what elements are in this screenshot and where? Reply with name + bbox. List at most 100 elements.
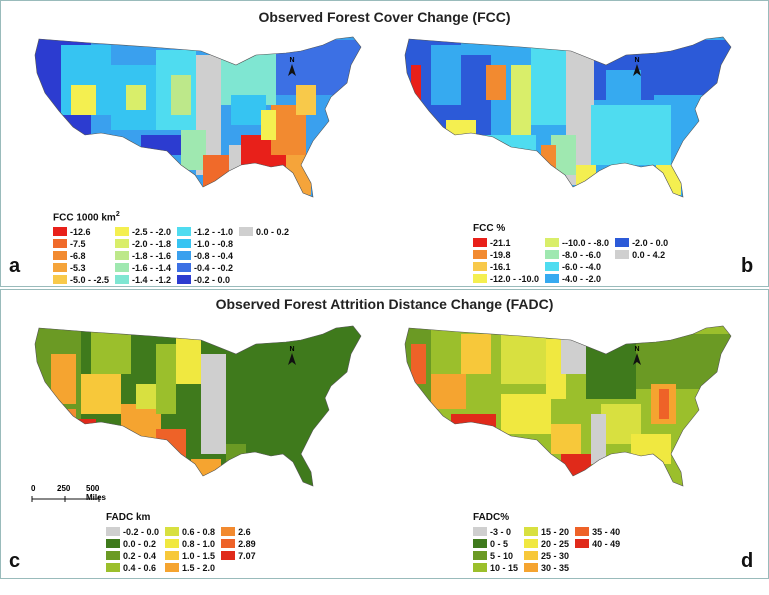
legend-swatch [177,251,192,261]
legend-label: -21.1 [490,237,511,248]
legend-swatch [473,539,487,548]
legend-label: -5.3 [70,262,86,273]
legend-swatch [221,527,236,536]
legend-label: 1.5 - 2.0 [182,562,216,573]
legend-item: -5.3 [53,262,109,273]
legend-swatch [545,238,560,247]
legend-label: -6.0 - -4.0 [562,261,602,272]
legend-swatch [575,527,590,536]
scale-label-250: 250 [57,484,71,493]
legend-item: 2.89 [221,538,256,549]
legend-swatch [473,274,487,283]
legend-label: 20 - 25 [541,538,570,549]
legend-swatch [106,527,120,536]
legend-item: 0.4 - 0.6 [106,562,159,573]
legend-swatch [115,275,130,285]
legend-item: -2.0 - -1.8 [115,238,171,249]
legend-swatch [615,250,630,259]
legend-item: -6.0 - -4.0 [545,261,609,272]
legend-label: 0.8 - 1.0 [182,538,216,549]
map-fcc-percent [404,36,732,198]
legend-label: -16.1 [490,261,511,272]
legend-item: 1.0 - 1.5 [165,550,215,561]
legend-swatch [177,275,192,285]
legend-item: -7.5 [53,238,109,249]
legend-b-items: -21.1 -19.8 -16.1 -12.0 - -10.0 --10.0 - -8.… [473,237,668,284]
legend-label: 0.6 - 0.8 [182,526,216,537]
legend-swatch [575,539,590,548]
legend-a-superscript: 2 [115,211,120,218]
legend-label: -3 - 0 [490,526,512,537]
legend-item: 0.2 - 0.4 [106,550,159,561]
map-fadc-percent [404,325,732,487]
legend-c: FADC km -0.2 - 0.0 0.0 - 0.2 0.2 - 0.4 0.4 … [106,512,256,573]
legend-item: -12.0 - -10.0 [473,273,539,284]
legend-label: -1.2 - -1.0 [194,226,234,237]
legend-item: 20 - 25 [524,538,569,549]
north-arrow: N [631,346,643,365]
legend-item: -4.0 - -2.0 [545,273,609,284]
legend-item: 0.0 - 0.2 [106,538,159,549]
legend-label: 0.0 - 4.2 [632,249,666,260]
legend-item: 30 - 35 [524,562,569,573]
legend-item: 0.0 - 4.2 [615,249,668,260]
legend-swatch [545,274,560,283]
legend-swatch [473,563,487,572]
north-arrow: N [286,57,298,76]
legend-label: 0.2 - 0.4 [123,550,157,561]
legend-label: -0.2 - 0.0 [194,274,231,285]
legend-item: -16.1 [473,261,539,272]
fadc-section: Observed Forest Attrition Distance Chang… [0,289,769,579]
legend-label: 25 - 30 [541,550,570,561]
legend-swatch [165,539,180,548]
legend-label: 2.89 [238,538,256,549]
legend-item: -0.8 - -0.4 [177,250,233,261]
legend-b-title: FCC % [473,223,506,234]
legend-item: 25 - 30 [524,550,569,561]
legend-item: 10 - 15 [473,562,518,573]
panel-label-a: a [9,255,21,277]
legend-d-title: FADC% [473,512,510,523]
panel-label-c: c [9,550,21,572]
legend-item: -1.8 - -1.6 [115,250,171,261]
legend-item: -12.6 [53,226,109,237]
legend-label: -7.5 [70,238,86,249]
legend-label: -0.2 - 0.0 [123,526,160,537]
legend-swatch [165,527,180,536]
fcc-title: Observed Forest Cover Change (FCC) [258,9,511,25]
legend-item: -1.2 - -1.0 [177,226,233,237]
legend-c-items: -0.2 - 0.0 0.0 - 0.2 0.2 - 0.4 0.4 - 0.6 0.6… [106,526,256,573]
legend-swatch [221,539,236,548]
legend-swatch [545,262,560,271]
legend-swatch [53,227,67,237]
legend-label: 5 - 10 [490,550,514,561]
legend-swatch [473,250,487,259]
legend-item: 2.6 [221,526,256,537]
legend-swatch [115,227,130,237]
legend-label: 1.0 - 1.5 [182,550,216,561]
legend-label: 0.0 - 0.2 [123,538,157,549]
legend-item: 0.0 - 0.2 [239,226,289,237]
legend-label: -4.0 - -2.0 [562,273,602,284]
legend-label: -12.6 [70,226,91,237]
legend-item: -0.4 - -0.2 [177,262,233,273]
legend-swatch [524,539,539,548]
legend-swatch [53,263,67,273]
legend-swatch [615,238,630,247]
legend-label: -12.0 - -10.0 [490,273,540,284]
legend-label: -1.8 - -1.6 [132,250,172,261]
legend-label: 0.0 - 0.2 [256,226,290,237]
legend-label: -6.8 [70,250,86,261]
legend-swatch [53,239,67,249]
legend-label: 0.4 - 0.6 [123,562,157,573]
legend-a-title: FCC 1000 km [53,212,116,224]
legend-swatch [177,239,192,249]
legend-item: -0.2 - 0.0 [177,274,233,285]
legend-label: 15 - 20 [541,526,570,537]
north-arrow: N [286,346,298,365]
legend-label: -2.5 - -2.0 [132,226,172,237]
legend-swatch [524,527,539,536]
fadc-title: Observed Forest Attrition Distance Chang… [215,296,554,312]
legend-item: -5.0 - -2.5 [53,274,109,285]
legend-label: 30 - 35 [541,562,570,573]
